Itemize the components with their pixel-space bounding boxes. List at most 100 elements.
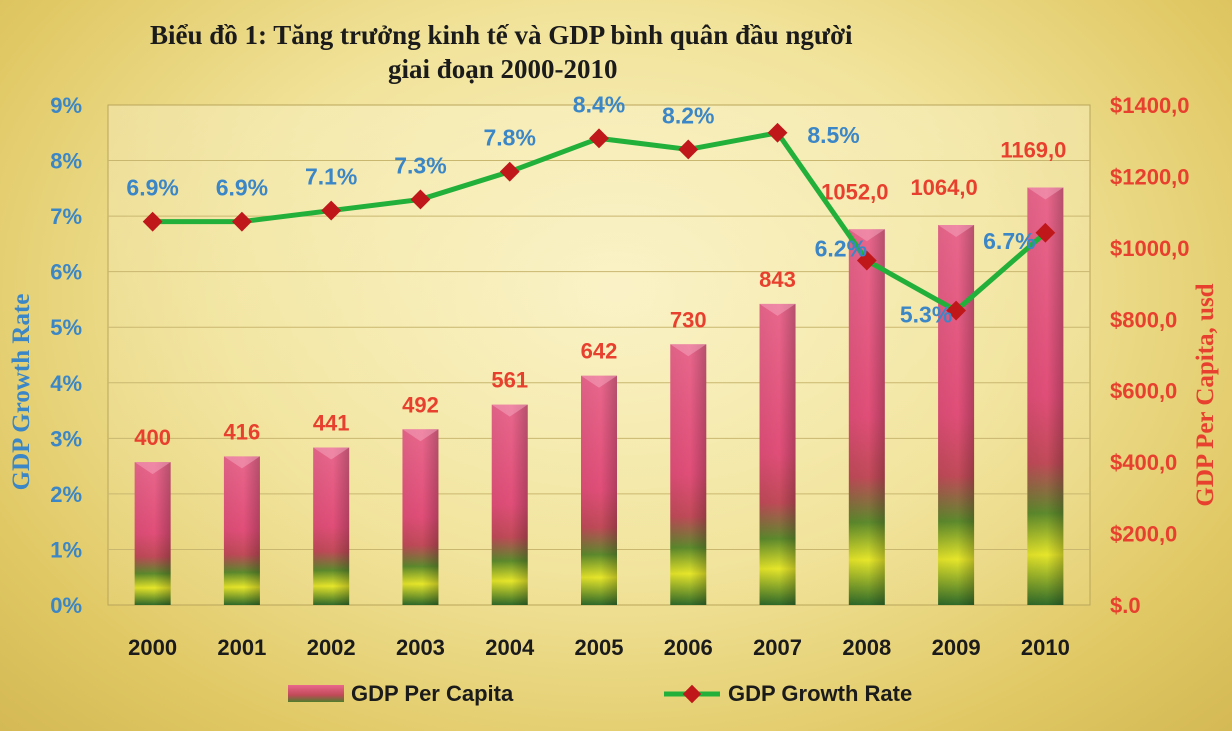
- bar-cap: [848, 229, 885, 242]
- bar-shading: [134, 462, 171, 605]
- x-axis-ticks: 2000 2001 2002 2003 2004 2005 2006 2007 2008 2009…: [128, 635, 1070, 660]
- chart-title-line2: giai đoạn 2000-2010: [388, 54, 618, 84]
- growth-value-label: 7.8%: [484, 125, 536, 151]
- chart-title-line1: Biểu đồ 1: Tăng trưởng kinh tế và GDP bì…: [150, 20, 853, 50]
- right-axis-ticks: $.0 $200,0 $400,0 $600,0 $800,0 $1000,0 $1200,…: [1110, 93, 1190, 618]
- left-tick-label: 6%: [50, 260, 82, 285]
- x-tick-label: 2004: [485, 635, 535, 660]
- x-tick-label: 2000: [128, 635, 177, 660]
- left-tick-label: 4%: [50, 371, 82, 396]
- right-tick-label: $800,0: [1110, 307, 1177, 332]
- legend-label-bar: GDP Per Capita: [351, 681, 514, 706]
- right-tick-label: $400,0: [1110, 450, 1177, 475]
- right-tick-label: $1400,0: [1110, 93, 1190, 118]
- gridlines: [108, 160, 1090, 550]
- growth-point-marker: [410, 189, 431, 210]
- bar-shading: [670, 344, 707, 605]
- bar-group: [313, 447, 350, 605]
- bar-cap: [223, 456, 260, 469]
- bar-cap: [759, 303, 796, 316]
- legend: GDP Per Capita GDP Growth Rate: [288, 681, 912, 706]
- x-tick-label: 2005: [575, 635, 624, 660]
- right-tick-label: $200,0: [1110, 522, 1177, 547]
- x-tick-label: 2010: [1021, 635, 1070, 660]
- bar-cap: [581, 375, 617, 388]
- bar-cap: [491, 404, 528, 417]
- bar-group: [134, 462, 171, 605]
- left-axis-ticks: 0% 1% 2% 3% 4% 5% 6% 7% 8% 9%: [50, 93, 82, 618]
- right-tick-label: $1000,0: [1110, 236, 1190, 261]
- bar-value-label: 441: [313, 411, 350, 436]
- bar-value-label: 416: [224, 419, 261, 444]
- left-tick-label: 1%: [50, 537, 82, 562]
- growth-point-marker: [232, 211, 252, 232]
- bar-shading: [491, 404, 528, 605]
- bar-group: [670, 344, 707, 605]
- right-tick-label: $1200,0: [1110, 164, 1190, 189]
- bar-cap: [1027, 187, 1064, 200]
- x-tick-label: 2006: [664, 635, 713, 660]
- bar-shading: [581, 375, 617, 605]
- bar-value-label: 730: [670, 307, 707, 332]
- growth-point-marker: [499, 161, 520, 182]
- bar-value-label: 492: [402, 392, 439, 417]
- growth-value-label: 8.5%: [807, 122, 859, 148]
- bar-group: [581, 375, 617, 605]
- left-tick-label: 9%: [50, 93, 82, 118]
- bars: [134, 187, 1064, 606]
- bar-value-label: 1169,0: [1000, 138, 1066, 163]
- bar-shading: [402, 429, 439, 605]
- bar-shading: [1027, 187, 1064, 605]
- growth-point-marker: [321, 200, 342, 221]
- bar-cap: [313, 447, 350, 460]
- growth-value-label: 8.2%: [662, 102, 714, 128]
- bar-cap: [134, 462, 171, 475]
- legend-swatch-marker: [682, 684, 702, 704]
- growth-value-label: 8.4%: [573, 91, 625, 117]
- bar-shading: [223, 456, 260, 605]
- bar-shading: [938, 225, 975, 605]
- bar-cap: [938, 225, 975, 237]
- bar-group: [759, 303, 796, 605]
- growth-value-label: 5.3%: [900, 302, 952, 328]
- x-tick-label: 2001: [217, 635, 266, 660]
- left-tick-label: 2%: [50, 482, 82, 507]
- y-left-axis-title: GDP Growth Rate: [8, 294, 35, 491]
- bar-value-label: 1052,0: [821, 179, 888, 204]
- growth-value-label: 7.3%: [394, 152, 446, 178]
- bar-shading: [759, 303, 796, 605]
- bar-cap: [402, 429, 439, 442]
- x-tick-label: 2007: [753, 635, 802, 660]
- x-tick-label: 2002: [307, 635, 356, 660]
- bar-cap: [670, 344, 707, 357]
- bar-value-label: 843: [759, 267, 796, 292]
- growth-value-label: 6.9%: [216, 175, 268, 201]
- bar-group: [1027, 187, 1064, 605]
- left-tick-label: 3%: [50, 426, 82, 451]
- bar-value-label: 1064,0: [910, 175, 977, 200]
- growth-labels: 6.9% 6.9% 7.1% 7.3% 7.8% 8.4% 8.2% 8.5% 6.2% 5.3%…: [126, 91, 1035, 327]
- x-tick-label: 2008: [842, 635, 891, 660]
- left-tick-label: 5%: [50, 315, 82, 340]
- right-tick-label: $.0: [1110, 593, 1141, 618]
- growth-value-label: 7.1%: [305, 164, 357, 190]
- legend-swatch-bar: [288, 685, 344, 702]
- bar-shading: [313, 447, 350, 605]
- bar-shading: [848, 229, 885, 606]
- bar-labels: 400 416 441 492 561 642 730 843 1052,0 1064,0 1169…: [134, 138, 1066, 451]
- growth-point-marker: [142, 211, 163, 232]
- bar-group: [402, 429, 439, 605]
- left-tick-label: 0%: [50, 593, 82, 618]
- bar-group: [491, 404, 528, 605]
- right-tick-label: $600,0: [1110, 379, 1177, 404]
- left-tick-label: 7%: [50, 204, 82, 229]
- bar-group: [848, 229, 885, 606]
- x-tick-label: 2009: [932, 635, 981, 660]
- bar-value-label: 400: [134, 425, 171, 450]
- bar-value-label: 561: [491, 368, 528, 393]
- growth-value-label: 6.2%: [815, 236, 867, 262]
- left-tick-label: 8%: [50, 149, 82, 174]
- growth-value-label: 6.7%: [983, 228, 1035, 254]
- x-tick-label: 2003: [396, 635, 445, 660]
